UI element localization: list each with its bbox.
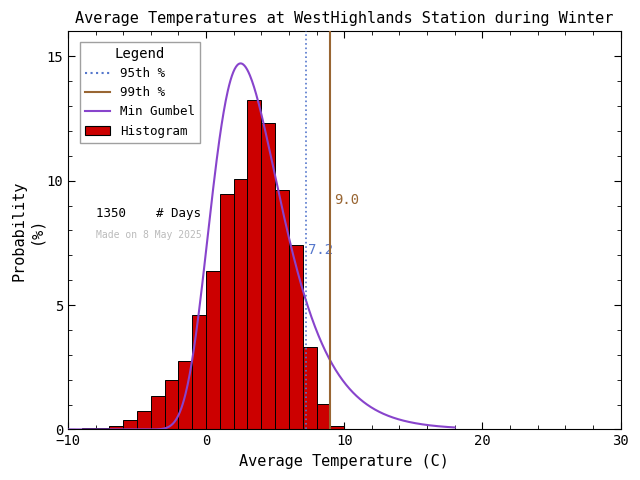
Min Gumbel — [110, 427, 118, 432]
Min Gumbel — [143, 427, 150, 432]
Text: Made on 8 May 2025: Made on 8 May 2025 — [95, 230, 202, 240]
Min Gumbel — [314, 331, 321, 336]
Min Gumbel — [237, 60, 244, 66]
Bar — [303, 347, 317, 430]
Bar — [330, 426, 344, 430]
Bar — [123, 420, 137, 430]
Min Gumbel — [224, 88, 232, 94]
Text: 7.2: 7.2 — [308, 243, 333, 257]
Bar — [220, 193, 234, 430]
Min Gumbel — [451, 425, 459, 431]
Line: Min Gumbel: Min Gumbel — [40, 63, 455, 430]
Bar — [261, 123, 275, 430]
Bar — [248, 100, 261, 430]
Min Gumbel — [349, 390, 357, 396]
Bar — [109, 426, 123, 430]
Min Gumbel — [282, 219, 289, 225]
Bar — [206, 271, 220, 430]
Bar — [151, 396, 164, 430]
Bar — [192, 315, 206, 430]
Bar — [179, 361, 192, 430]
Bar — [137, 411, 151, 430]
Min Gumbel — [36, 427, 44, 432]
Bar — [234, 179, 248, 430]
Bar — [164, 380, 179, 430]
Title: Average Temperatures at WestHighlands Station during Winter: Average Temperatures at WestHighlands St… — [75, 11, 613, 26]
Text: 1350    # Days: 1350 # Days — [95, 206, 200, 219]
Legend: 95th %, 99th %, Min Gumbel, Histogram: 95th %, 99th %, Min Gumbel, Histogram — [79, 42, 200, 143]
Bar — [275, 190, 289, 430]
Bar — [95, 428, 109, 430]
Bar — [289, 245, 303, 430]
Text: 9.0: 9.0 — [335, 193, 360, 207]
Y-axis label: Probability
(%): Probability (%) — [11, 180, 44, 281]
Bar — [82, 428, 95, 430]
X-axis label: Average Temperature (C): Average Temperature (C) — [239, 454, 449, 469]
Bar — [317, 404, 330, 430]
